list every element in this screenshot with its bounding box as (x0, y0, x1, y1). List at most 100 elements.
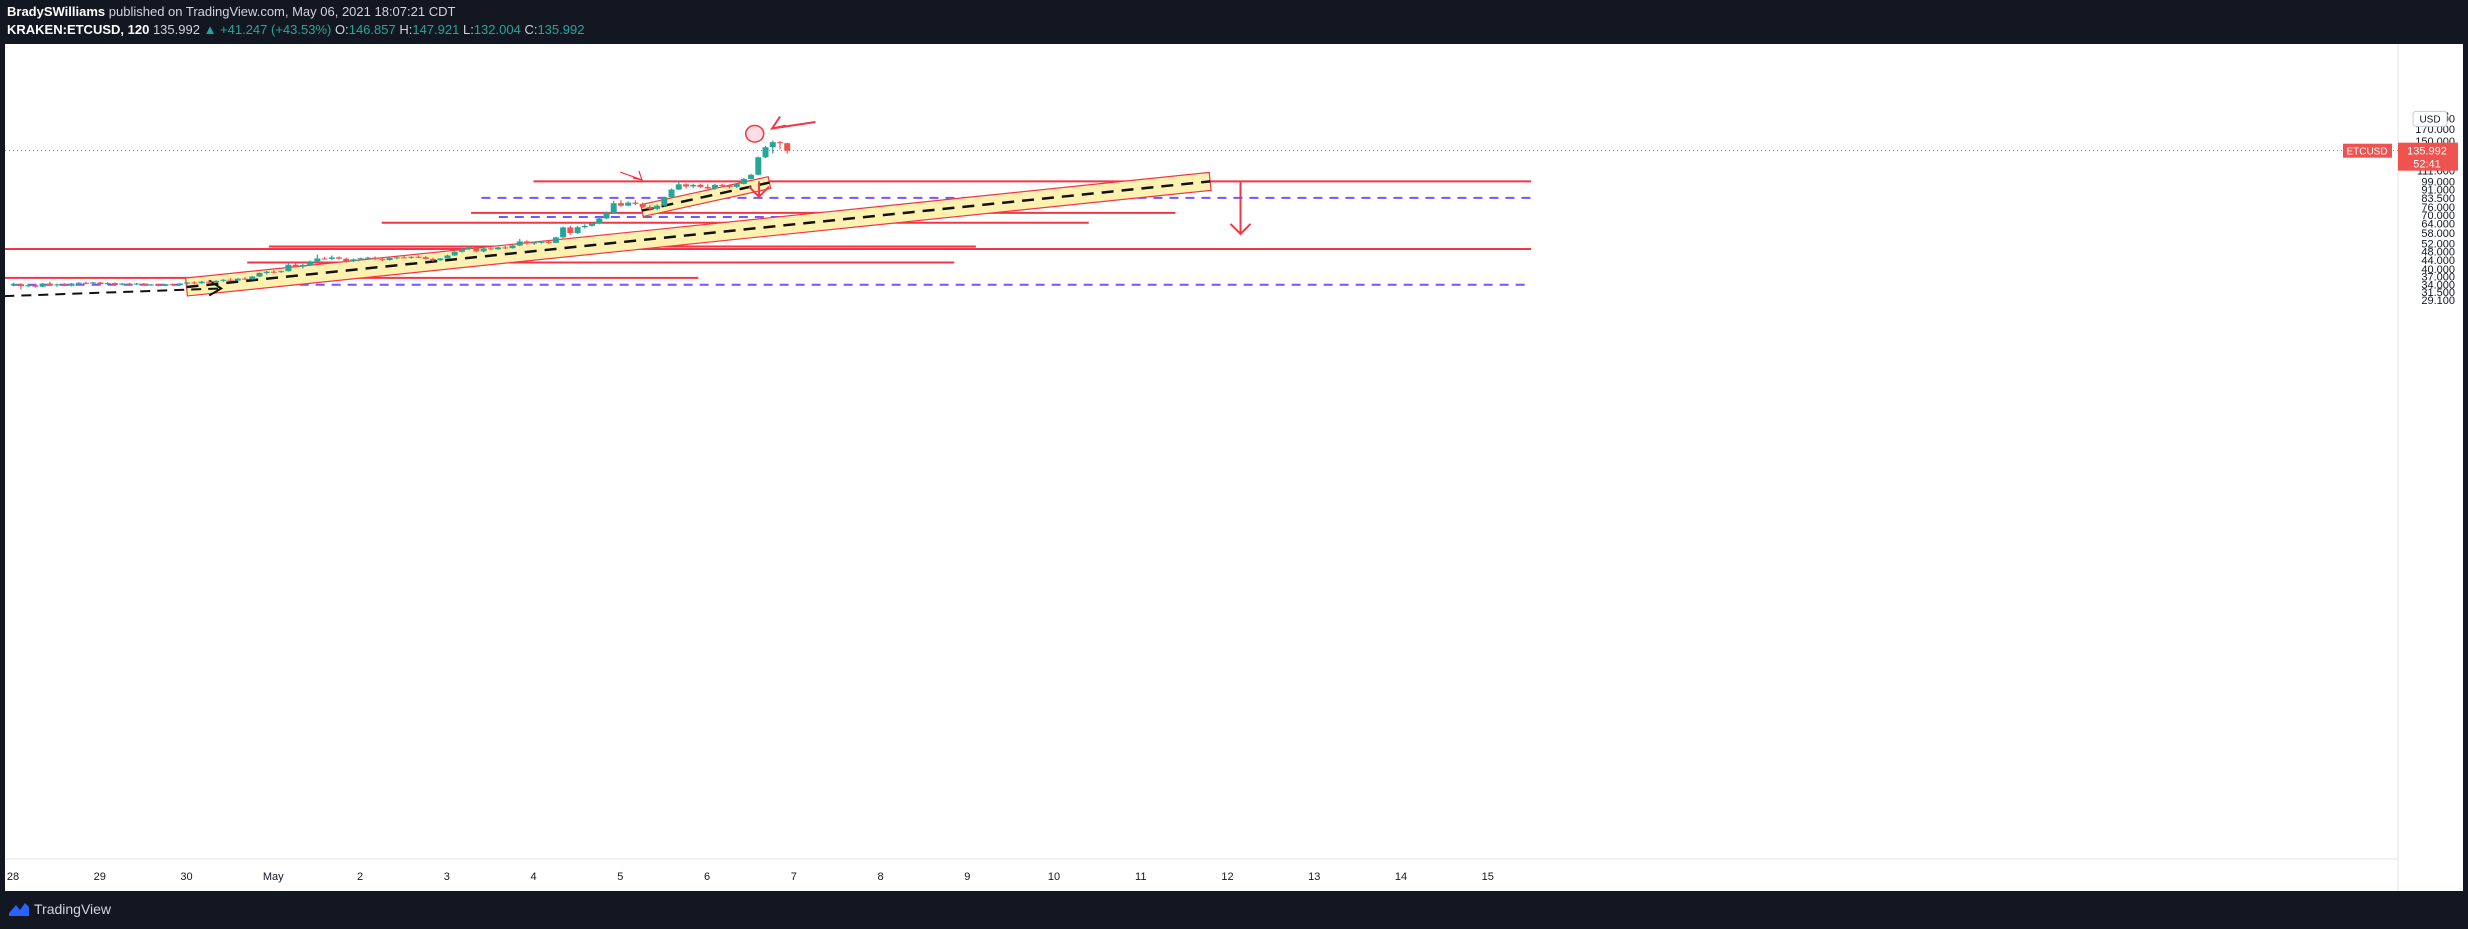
candle-body (350, 259, 357, 262)
time-tick-label: 28 (7, 871, 19, 883)
time-tick-label: 4 (530, 871, 536, 883)
candle-body (104, 283, 111, 285)
price-change: ▲ +41.247 (+43.53%) (203, 22, 332, 37)
candle-body (321, 258, 328, 260)
time-tick-label: 6 (704, 871, 710, 883)
symbol-label: KRAKEN:ETCUSD, 120 (7, 22, 150, 37)
candle-body (603, 212, 610, 219)
candle-body (776, 142, 783, 144)
publication-info: BradySWilliams published on TradingView.… (7, 4, 455, 19)
candle-body (726, 185, 733, 187)
candle-body (487, 248, 494, 250)
tradingview-brand[interactable]: TradingView (34, 901, 112, 917)
candle-body (437, 258, 444, 261)
candle-body (473, 247, 480, 252)
chart-frame[interactable]: 190.000170.000150.000123.000111.00099.00… (0, 44, 2463, 891)
time-tick-label: 8 (877, 871, 883, 883)
price-tick-label: 48.000 (2421, 246, 2455, 258)
candle-body (531, 242, 538, 244)
candle-body (740, 178, 747, 184)
price-tick-label: 31.500 (2421, 287, 2455, 299)
candle-body (292, 264, 299, 267)
publication-header: BradySWilliams published on TradingView.… (0, 0, 2468, 44)
price-chart[interactable]: 190.000170.000150.000123.000111.00099.00… (0, 44, 2463, 891)
trend-channels (4, 171, 1212, 298)
candles (10, 140, 791, 290)
candle-body (140, 283, 147, 285)
time-tick-label: 14 (1395, 871, 1407, 883)
candle-body (415, 256, 422, 258)
price-tick-label: 58.000 (2421, 228, 2455, 240)
price-axis[interactable]: 190.000170.000150.000123.000111.00099.00… (2343, 110, 2458, 307)
candle-body (148, 284, 155, 286)
annotations (620, 115, 1252, 236)
candle-body (82, 282, 89, 284)
candle-body (661, 197, 668, 206)
time-tick-label: 9 (964, 871, 970, 883)
candle-body (133, 283, 140, 285)
price-tick-label: 29.100 (2421, 295, 2455, 307)
candle-body (307, 261, 314, 265)
candle-body (429, 258, 436, 261)
candle-body (719, 184, 726, 186)
candle-body (220, 279, 227, 281)
candle-body (32, 285, 39, 287)
publish-details: published on TradingView.com, May 06, 20… (108, 4, 456, 19)
candle-body (632, 202, 639, 204)
candle-body (444, 255, 451, 259)
candle-body (328, 257, 335, 259)
candle-body (545, 241, 552, 243)
candle-body (668, 189, 675, 198)
candle-body (285, 264, 292, 272)
candle-body (748, 174, 755, 179)
currency-label: USD (2419, 114, 2440, 125)
candle-body (10, 284, 17, 286)
candle-body (567, 227, 574, 234)
candle-body (784, 143, 791, 151)
candle-body (314, 258, 321, 262)
time-tick-label: 12 (1221, 871, 1233, 883)
candle-body (256, 272, 263, 277)
high-label: H: (399, 22, 413, 37)
target-arrowhead (1229, 223, 1252, 236)
candle-body (357, 258, 364, 260)
candle-body (379, 259, 386, 261)
price-tick-label: 99.000 (2421, 176, 2455, 188)
candle-body (336, 257, 343, 259)
candle-body (39, 283, 46, 287)
price-tick-label: 76.000 (2421, 202, 2455, 214)
annotation-arrowhead (632, 170, 643, 181)
price-tick-label: 83.500 (2421, 193, 2455, 205)
candle-body (762, 147, 769, 158)
candle-body (690, 184, 697, 187)
candle-body (386, 258, 393, 261)
candle-body (119, 283, 126, 285)
candle-body (393, 257, 400, 259)
time-axis[interactable]: 28 29 30 May 2 3 4 5 6 7 8 9 10 11 12 13 14 15 (7, 871, 1494, 883)
author-name[interactable]: BradySWilliams (7, 4, 106, 19)
candle-body (458, 248, 465, 252)
time-tick-label: 7 (791, 871, 797, 883)
price-tick-label: 44.000 (2421, 255, 2455, 267)
candle-body (25, 285, 32, 287)
target-arrowhead (748, 185, 770, 199)
highlight-ellipse (744, 124, 765, 143)
close-value: 135.992 (537, 22, 585, 37)
tradingview-logo-icon[interactable] (8, 901, 30, 917)
candle-body (755, 157, 762, 175)
candle-body (581, 225, 588, 228)
candle-body (126, 283, 133, 285)
candle-body (697, 184, 704, 187)
candle-body (263, 271, 270, 273)
symbol-tag (2343, 143, 2392, 158)
candle-body (552, 237, 559, 243)
candle-body (184, 282, 191, 284)
candle-body (596, 218, 603, 224)
candle-body (502, 247, 509, 249)
candle-body (711, 184, 718, 189)
price-tick-label: 170.000 (2415, 124, 2455, 136)
candle-body (111, 283, 118, 285)
symbol-legend: KRAKEN:ETCUSD, 120 135.992 ▲ +41.247 (+4… (7, 22, 584, 37)
trend-center-line (641, 181, 770, 212)
candle-body (61, 284, 68, 286)
